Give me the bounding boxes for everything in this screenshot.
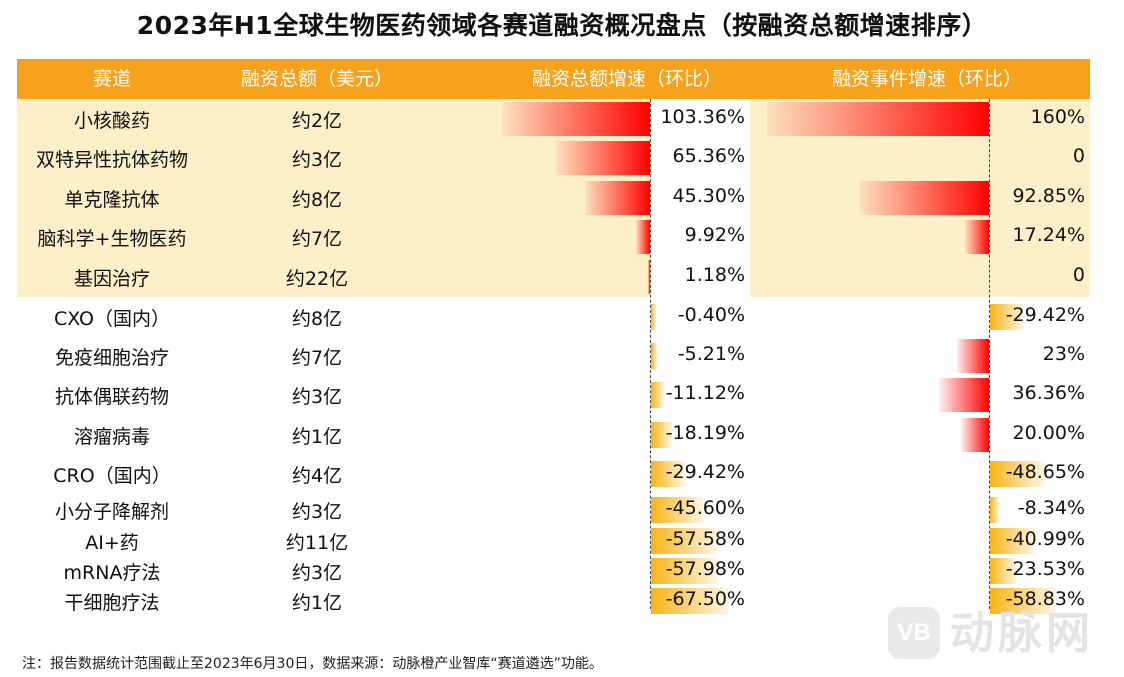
event-growth-label: 23% bbox=[1042, 343, 1085, 365]
event-growth-label: 0 bbox=[1072, 145, 1085, 167]
amount-value: 约8亿 bbox=[291, 189, 343, 211]
amount-growth-label: 45.30% bbox=[672, 185, 745, 207]
event-growth-bar bbox=[961, 418, 989, 452]
amount-growth-bar bbox=[651, 461, 685, 487]
event-growth-label: 92.85% bbox=[1012, 185, 1085, 207]
event-growth-bar bbox=[767, 102, 989, 136]
track-name: CRO（国内） bbox=[53, 465, 171, 487]
track-name: 抗体偶联药物 bbox=[54, 386, 169, 408]
amount-value: 约1亿 bbox=[291, 592, 343, 614]
chart-title: 2023年H1全球生物医药领域各赛道融资概况盘点（按融资总额增速排序） bbox=[136, 11, 988, 40]
event-growth-bar bbox=[957, 339, 989, 373]
amount-growth-bar bbox=[648, 260, 650, 294]
event-growth-label: 36.36% bbox=[1012, 382, 1085, 404]
event-growth-bar bbox=[938, 378, 989, 412]
amount-value: 约7亿 bbox=[291, 347, 343, 369]
amount-growth-label: -57.98% bbox=[665, 558, 745, 580]
amount-growth-label: -45.60% bbox=[665, 497, 745, 519]
amount-value: 约7亿 bbox=[291, 228, 343, 250]
track-name: mRNA疗法 bbox=[63, 562, 161, 584]
amount-growth-label: 9.92% bbox=[684, 224, 745, 246]
amount-value: 约4亿 bbox=[291, 465, 343, 487]
event-growth-label: -58.83% bbox=[1005, 588, 1085, 610]
event-growth-label: -40.99% bbox=[1005, 528, 1085, 550]
amount-growth-bar bbox=[651, 343, 657, 369]
event-growth-label: -23.53% bbox=[1005, 558, 1085, 580]
amount-value: 约1亿 bbox=[291, 426, 343, 448]
header-event-growth: 融资事件增速（环比） bbox=[831, 68, 1022, 90]
event-growth-bar bbox=[860, 181, 989, 215]
event-growth-label: 160% bbox=[1030, 106, 1085, 128]
amount-value: 约3亿 bbox=[291, 149, 343, 171]
amount-growth-bar bbox=[651, 422, 672, 448]
amount-growth-bar bbox=[585, 181, 650, 215]
event-growth-label: -48.65% bbox=[1005, 461, 1085, 483]
event-growth-axis bbox=[989, 99, 990, 609]
track-name: 免疫细胞治疗 bbox=[54, 347, 169, 369]
event-growth-label: 20.00% bbox=[1012, 422, 1085, 444]
amount-growth-label: -18.19% bbox=[665, 422, 745, 444]
header-amount: 融资总额（美元） bbox=[240, 68, 393, 90]
event-growth-bar bbox=[990, 461, 1044, 487]
amount-growth-bar bbox=[651, 304, 656, 330]
event-growth-bar bbox=[990, 528, 1036, 554]
header-amount-growth: 融资总额增速（环比） bbox=[531, 68, 722, 90]
event-growth-bar bbox=[990, 558, 1017, 584]
header-row bbox=[17, 59, 1090, 99]
amount-growth-label: -0.40% bbox=[677, 304, 745, 326]
amount-value: 约2亿 bbox=[291, 110, 343, 132]
amount-growth-bar bbox=[502, 102, 650, 136]
amount-growth-label: 1.18% bbox=[684, 264, 745, 286]
data-table: 赛道 融资总额（美元） 融资总额增速（环比） 融资事件增速（环比） 小核酸药约2… bbox=[17, 59, 1090, 619]
track-name: 小分子降解剂 bbox=[54, 501, 169, 523]
amount-growth-bar bbox=[651, 558, 718, 584]
watermark-logo-icon: VB bbox=[888, 607, 940, 659]
event-growth-label: 17.24% bbox=[1012, 224, 1085, 246]
event-growth-bar bbox=[990, 304, 1023, 330]
amount-growth-label: 65.36% bbox=[672, 145, 745, 167]
amount-value: 约8亿 bbox=[291, 308, 343, 330]
event-growth-label: -29.42% bbox=[1005, 304, 1085, 326]
header-track: 赛道 bbox=[92, 68, 131, 90]
amount-value: 约3亿 bbox=[291, 562, 343, 584]
track-name: 溶瘤病毒 bbox=[73, 426, 150, 448]
track-name: 单克隆抗体 bbox=[64, 189, 160, 211]
track-name: AI+药 bbox=[85, 532, 139, 554]
amount-growth-label: -5.21% bbox=[677, 343, 745, 365]
watermark-text: 动脉网 bbox=[950, 608, 1094, 659]
amount-value: 约3亿 bbox=[291, 501, 343, 523]
track-name: 脑科学+生物医药 bbox=[37, 228, 187, 250]
amount-value: 约22亿 bbox=[285, 268, 349, 290]
event-growth-label: -8.34% bbox=[1017, 497, 1085, 519]
amount-growth-bar bbox=[651, 497, 704, 523]
amount-growth-bar bbox=[556, 141, 650, 175]
amount-growth-bar bbox=[635, 220, 650, 254]
amount-growth-bar bbox=[651, 588, 729, 614]
amount-growth-label: 103.36% bbox=[660, 106, 745, 128]
amount-value: 约11亿 bbox=[285, 532, 349, 554]
amount-growth-label: -67.50% bbox=[665, 588, 745, 610]
track-name: CXO（国内） bbox=[53, 308, 171, 330]
amount-growth-bar bbox=[651, 382, 664, 408]
event-growth-bar bbox=[990, 497, 1000, 523]
track-name: 基因治疗 bbox=[73, 268, 150, 290]
event-growth-label: 0 bbox=[1072, 264, 1085, 286]
amount-growth-bar bbox=[651, 528, 717, 554]
amount-growth-axis bbox=[650, 99, 651, 609]
track-name: 干细胞疗法 bbox=[64, 592, 160, 614]
amount-growth-label: -11.12% bbox=[665, 382, 745, 404]
track-name: 双特异性抗体药物 bbox=[35, 149, 188, 171]
track-name: 小核酸药 bbox=[73, 110, 150, 132]
footnote: 注：报告数据统计范围截止至2023年6月30日，数据来源：动脉橙产业智库“赛道遴… bbox=[22, 656, 603, 672]
amount-growth-label: -57.58% bbox=[665, 528, 745, 550]
event-growth-bar bbox=[965, 220, 989, 254]
event-growth-bar bbox=[990, 588, 1056, 614]
watermark: VB 动脉网 bbox=[888, 605, 1118, 665]
amount-growth-label: -29.42% bbox=[665, 461, 745, 483]
amount-value: 约3亿 bbox=[291, 386, 343, 408]
